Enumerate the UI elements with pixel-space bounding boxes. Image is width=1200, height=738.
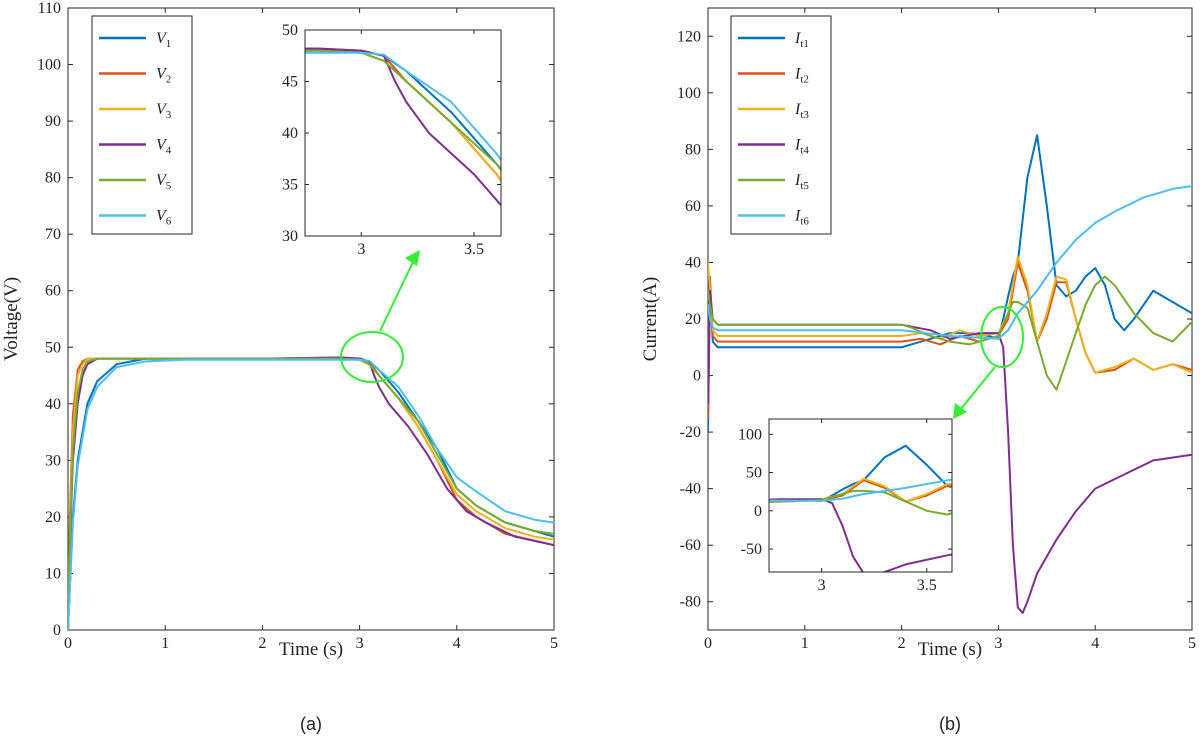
chart-a-ytick-label: 0 — [53, 622, 61, 639]
chart-b-inset-line-it6 — [769, 478, 952, 502]
chart-b-ytick-label: -80 — [680, 594, 701, 611]
chart-b-inset-ytick-label: 50 — [746, 465, 762, 482]
chart-b-ytick-label: 100 — [677, 85, 701, 102]
chart-b-inset-line-it4 — [769, 498, 952, 572]
chart-b-legend-box — [730, 15, 832, 235]
chart-a-ytick-label: 30 — [45, 452, 61, 469]
chart-a-legend: V1 V2 V3 V4 V5 V6 — [91, 15, 193, 235]
chart-a-ytick-label: 80 — [45, 170, 61, 187]
chart-b-inset-line-it5 — [769, 489, 952, 516]
chart-a-ytick-label: 40 — [45, 396, 61, 413]
chart-a-xtick-label: 0 — [64, 635, 72, 652]
chart-b-legend-label: It6 — [794, 208, 809, 228]
chart-b-inset: 3 3.5 -50 0 50 100 — [738, 418, 953, 594]
chart-b-xtick-label: 2 — [898, 635, 906, 652]
chart-a-legend-label: V3 — [156, 101, 172, 121]
chart-b-zoom-ellipse — [980, 306, 1024, 368]
chart-b-zoom-arrow — [959, 366, 996, 411]
chart-b-xtick-label: 1 — [801, 635, 809, 652]
chart-b-legend-label: It4 — [794, 137, 809, 157]
chart-a-legend-label: V4 — [156, 137, 172, 157]
chart-a-ytick-label: 100 — [37, 57, 61, 74]
chart-a-xlabel: Time (s) — [279, 639, 343, 660]
chart-a-ytick-label: 10 — [45, 565, 61, 582]
chart-b-inset-ytick-label: -50 — [741, 541, 762, 558]
chart-a-zoom-arrow — [379, 259, 415, 332]
chart-a-xtick-label: 1 — [161, 635, 169, 652]
chart-b-xtick-label: 5 — [1188, 635, 1196, 652]
chart-a-ylabel: Voltage(V) — [1, 277, 22, 361]
chart-a-ytick-label: 90 — [45, 113, 61, 130]
chart-a-xtick-label: 2 — [258, 635, 266, 652]
chart-b-inset-frame — [768, 418, 953, 573]
chart-b-ytick-label: 40 — [685, 254, 701, 271]
chart-a-line-v6 — [68, 358, 554, 630]
chart-b-legend-label: It3 — [794, 101, 809, 121]
chart-b-xtick-label: 0 — [704, 635, 712, 652]
chart-a-line-v4 — [68, 356, 554, 630]
chart-b-ytick-label: -60 — [680, 537, 701, 554]
chart-b-line-it5 — [708, 275, 1192, 391]
chart-b-legend: It1 It2 It3 It4 It5 It6 — [730, 15, 832, 235]
chart-a-zoom-ellipse — [340, 331, 404, 383]
chart-b-line-it3 — [708, 255, 1192, 374]
chart-b-inset-line-it3 — [769, 477, 952, 503]
chart-a-xtick-label: 4 — [453, 635, 461, 652]
chart-b-ytick-label: 80 — [685, 141, 701, 158]
chart-b: 0 1 2 3 4 5 -80 -60 -40 -20 0 20 40 60 80 100 120 Time … — [640, 7, 1196, 734]
chart-b-legend-label: It1 — [794, 30, 809, 50]
chart-b-inset-ytick-label: 100 — [738, 426, 762, 443]
chart-b-ytick-label: 20 — [685, 311, 701, 328]
chart-a-ytick-label: 110 — [38, 0, 61, 17]
chart-b-inset-line-it2 — [769, 479, 952, 503]
chart-b-ytick-label: 120 — [677, 28, 701, 45]
chart-b-inset-xtick-label: 3 — [818, 577, 826, 594]
chart-b-ytick-label: 60 — [685, 198, 701, 215]
chart-b-line-it6 — [708, 185, 1192, 340]
chart-b-ytick-label: 0 — [693, 368, 701, 385]
chart-a-xtick-label: 5 — [550, 635, 558, 652]
chart-a-inset-ytick-label: 45 — [282, 74, 298, 91]
chart-b-legend-label: It5 — [794, 172, 809, 192]
chart-a-ytick-label: 50 — [45, 339, 61, 356]
chart-a-inset-line-v6 — [305, 51, 501, 162]
chart-a-inset-xtick-label: 3 — [357, 241, 365, 258]
chart-b-xlabel: Time (s) — [918, 639, 982, 660]
chart-b-zoom-arrowhead — [953, 403, 967, 419]
chart-b-legend-label: It2 — [794, 66, 809, 86]
chart-a-inset: 3 3.5 30 35 40 45 50 — [282, 22, 502, 258]
chart-b-ylabel: Current(A) — [640, 277, 661, 361]
chart-b-ytick-label: -40 — [680, 481, 701, 498]
chart-a-inset-line-v4 — [305, 47, 501, 207]
chart-b-ytick-label: -20 — [680, 424, 701, 441]
chart-a-legend-label: V6 — [156, 208, 172, 228]
chart-a-inset-line-v5 — [305, 49, 501, 172]
chart-a-inset-ytick-label: 30 — [282, 228, 298, 245]
chart-b-xtick-label: 3 — [994, 635, 1002, 652]
chart-a-plot-frame — [67, 7, 555, 631]
chart-a-legend-label: V5 — [156, 172, 172, 192]
chart-a-legend-label: V1 — [156, 30, 171, 50]
chart-a-xtick-label: 3 — [356, 635, 364, 652]
chart-a-inset-xtick-label: 3.5 — [464, 241, 484, 258]
chart-b-inset-xtick-label: 3.5 — [917, 577, 937, 594]
chart-a-inset-ytick-label: 35 — [282, 177, 298, 194]
chart-b-panel-label: (b) — [939, 714, 961, 734]
chart-b-xtick-label: 4 — [1091, 635, 1099, 652]
chart-a-legend-box — [91, 15, 193, 235]
chart-a-inset-ytick-label: 50 — [282, 22, 298, 39]
chart-a-ytick-label: 20 — [45, 509, 61, 526]
chart-a-inset-ytick-label: 40 — [282, 125, 298, 142]
chart-a-zoom-arrowhead — [405, 250, 420, 266]
chart-b-inset-ytick-label: 0 — [754, 503, 762, 520]
chart-a-panel-label: (a) — [300, 714, 322, 734]
chart-a-legend-label: V2 — [156, 66, 171, 86]
chart-a-ytick-label: 60 — [45, 283, 61, 300]
chart-a-ytick-label: 70 — [45, 226, 61, 243]
